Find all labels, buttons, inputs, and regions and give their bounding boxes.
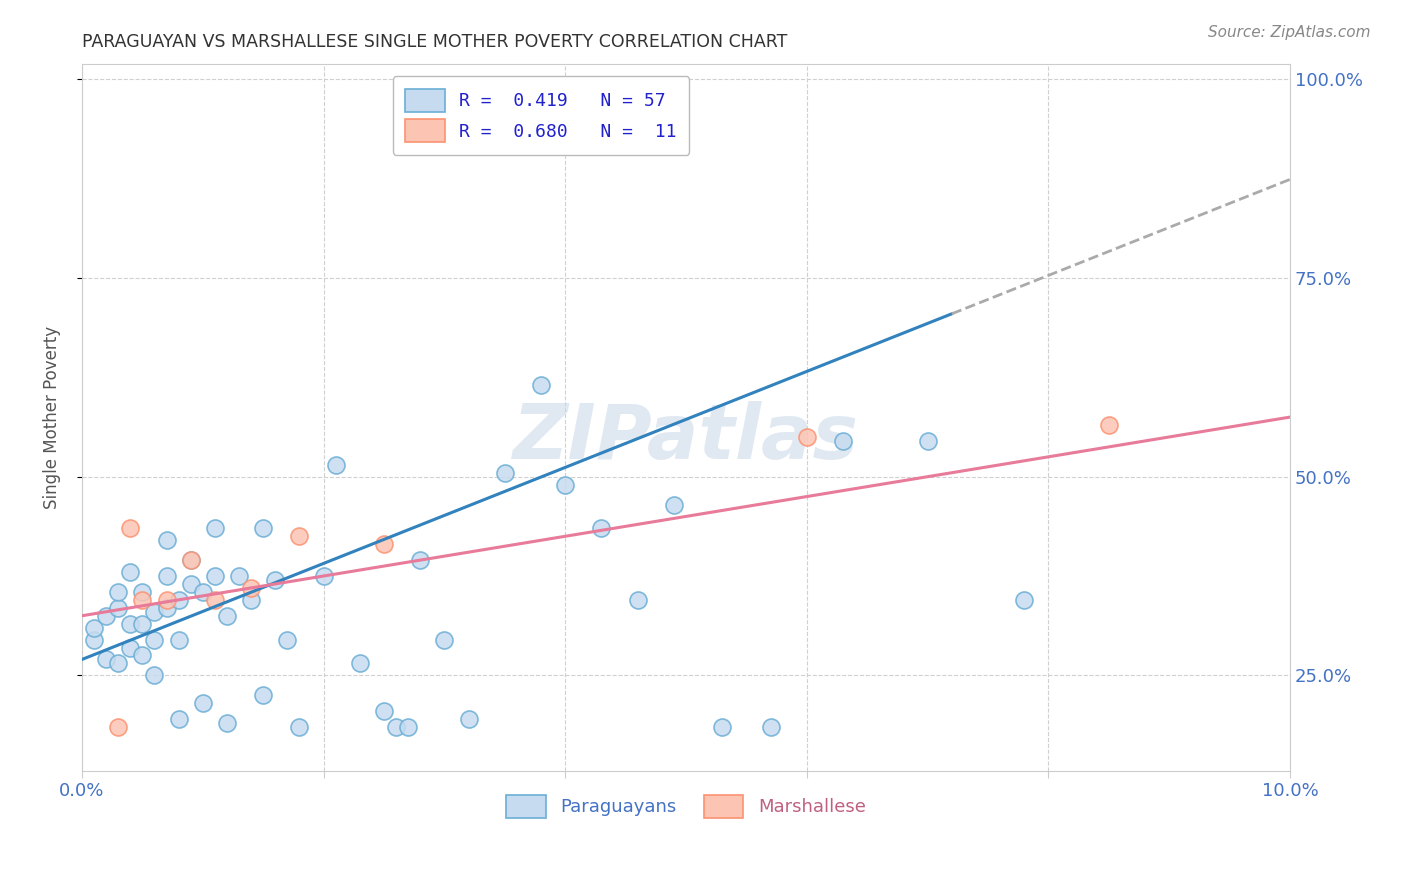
- Point: [167, 592, 190, 607]
- Point: [1098, 418, 1121, 433]
- Point: [228, 569, 250, 583]
- Point: [204, 592, 226, 607]
- Point: [627, 592, 650, 607]
- Text: ZIPatlas: ZIPatlas: [513, 401, 859, 475]
- Point: [94, 608, 117, 623]
- Point: [252, 521, 274, 535]
- Point: [143, 632, 166, 647]
- Point: [252, 688, 274, 702]
- Point: [131, 648, 153, 663]
- Point: [796, 430, 818, 444]
- Y-axis label: Single Mother Poverty: Single Mother Poverty: [44, 326, 60, 508]
- Point: [554, 477, 576, 491]
- Point: [180, 553, 202, 567]
- Point: [204, 521, 226, 535]
- Point: [832, 434, 855, 448]
- Point: [167, 632, 190, 647]
- Point: [120, 616, 142, 631]
- Point: [240, 592, 263, 607]
- Point: [215, 716, 238, 731]
- Point: [264, 573, 287, 587]
- Point: [591, 521, 613, 535]
- Point: [204, 569, 226, 583]
- Point: [917, 434, 939, 448]
- Point: [107, 657, 129, 671]
- Point: [409, 553, 432, 567]
- Point: [155, 600, 177, 615]
- Point: [107, 600, 129, 615]
- Point: [457, 712, 479, 726]
- Point: [530, 378, 553, 392]
- Text: PARAGUAYAN VS MARSHALLESE SINGLE MOTHER POVERTY CORRELATION CHART: PARAGUAYAN VS MARSHALLESE SINGLE MOTHER …: [82, 33, 787, 51]
- Point: [83, 632, 105, 647]
- Point: [180, 553, 202, 567]
- Point: [759, 720, 782, 734]
- Point: [120, 565, 142, 579]
- Point: [107, 585, 129, 599]
- Point: [288, 720, 311, 734]
- Point: [155, 592, 177, 607]
- Point: [288, 529, 311, 543]
- Text: Source: ZipAtlas.com: Source: ZipAtlas.com: [1208, 25, 1371, 40]
- Point: [83, 621, 105, 635]
- Point: [191, 696, 214, 710]
- Point: [433, 632, 456, 647]
- Point: [155, 569, 177, 583]
- Point: [107, 720, 129, 734]
- Point: [180, 577, 202, 591]
- Point: [167, 712, 190, 726]
- Point: [155, 533, 177, 548]
- Point: [131, 592, 153, 607]
- Point: [143, 605, 166, 619]
- Point: [385, 720, 408, 734]
- Point: [325, 458, 347, 472]
- Point: [276, 632, 298, 647]
- Point: [396, 720, 419, 734]
- Point: [494, 466, 516, 480]
- Point: [312, 569, 335, 583]
- Point: [131, 616, 153, 631]
- Point: [131, 585, 153, 599]
- Point: [662, 498, 685, 512]
- Point: [143, 668, 166, 682]
- Point: [215, 608, 238, 623]
- Point: [240, 581, 263, 595]
- Point: [191, 585, 214, 599]
- Legend: Paraguayans, Marshallese: Paraguayans, Marshallese: [499, 788, 873, 825]
- Point: [373, 704, 395, 718]
- Point: [349, 657, 371, 671]
- Point: [120, 521, 142, 535]
- Point: [120, 640, 142, 655]
- Point: [711, 720, 734, 734]
- Point: [1012, 592, 1035, 607]
- Point: [373, 537, 395, 551]
- Point: [94, 652, 117, 666]
